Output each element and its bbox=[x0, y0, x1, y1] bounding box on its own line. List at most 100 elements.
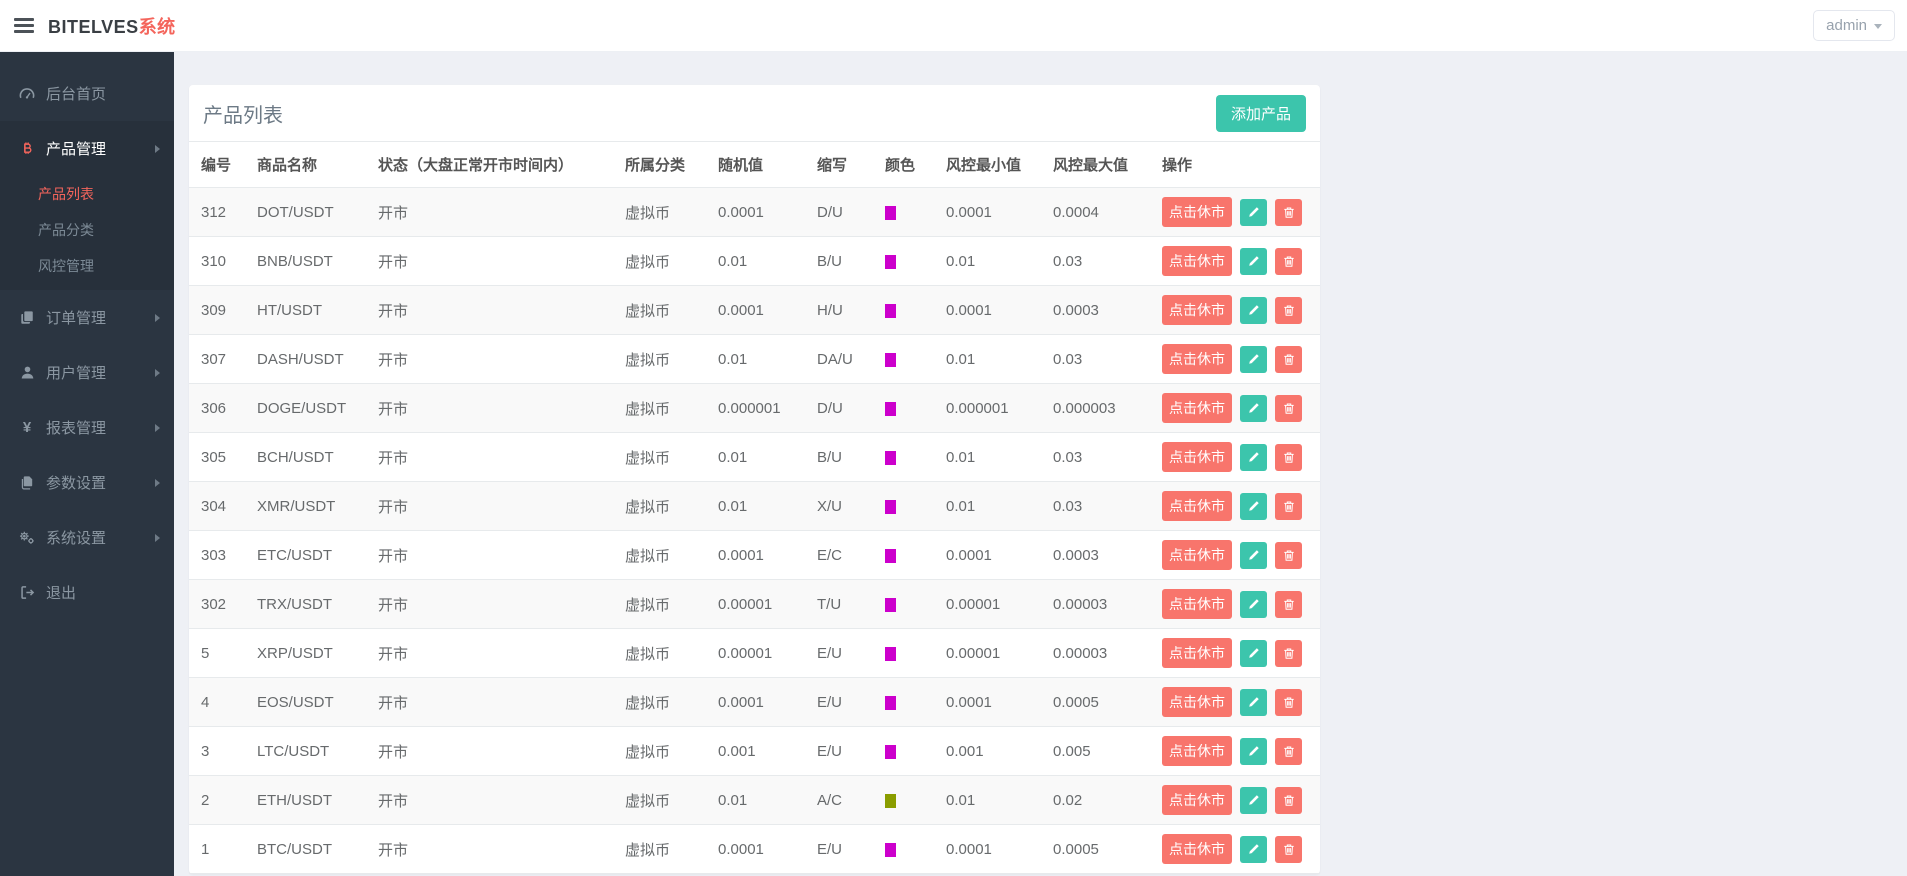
cell-risk-max: 0.0004 bbox=[1041, 187, 1150, 237]
table-row: 5 XRP/USDT 开市 虚拟币 0.00001 E/U 0.00001 0.… bbox=[189, 628, 1320, 678]
close-market-button[interactable]: 点击休市 bbox=[1162, 736, 1232, 766]
table-row: 306 DOGE/USDT 开市 虚拟币 0.000001 D/U 0.0000… bbox=[189, 383, 1320, 433]
edit-button[interactable] bbox=[1240, 786, 1268, 814]
delete-button[interactable] bbox=[1275, 247, 1303, 275]
delete-button[interactable] bbox=[1275, 443, 1303, 471]
cell-id: 4 bbox=[189, 677, 245, 727]
edit-button[interactable] bbox=[1240, 492, 1268, 520]
cell-name: EOS/USDT bbox=[245, 677, 366, 727]
close-market-button[interactable]: 点击休市 bbox=[1162, 344, 1232, 374]
sidebar-item-order-management[interactable]: 订单管理 bbox=[0, 290, 174, 345]
trash-icon bbox=[1284, 403, 1294, 414]
sidebar-item-label: 报表管理 bbox=[46, 420, 107, 437]
cell-color bbox=[873, 187, 934, 237]
delete-button[interactable] bbox=[1275, 198, 1303, 226]
sidebar-item-product-list[interactable]: 产品列表 bbox=[38, 186, 94, 202]
dashboard-icon bbox=[16, 86, 38, 102]
close-market-button[interactable]: 点击休市 bbox=[1162, 540, 1232, 570]
close-market-button[interactable]: 点击休市 bbox=[1162, 491, 1232, 521]
cell-random: 0.01 bbox=[706, 481, 805, 531]
cell-risk-min: 0.01 bbox=[934, 334, 1041, 384]
close-market-button[interactable]: 点击休市 bbox=[1162, 393, 1232, 423]
cell-risk-max: 0.0005 bbox=[1041, 677, 1150, 727]
sidebar-item-home[interactable]: 后台首页 bbox=[0, 66, 174, 121]
cell-risk-min: 0.0001 bbox=[934, 677, 1041, 727]
cell-random: 0.000001 bbox=[706, 383, 805, 433]
trash-icon bbox=[1284, 501, 1294, 512]
close-market-button[interactable]: 点击休市 bbox=[1162, 785, 1232, 815]
edit-button[interactable] bbox=[1240, 737, 1268, 765]
sidebar-item-risk-management[interactable]: 风控管理 bbox=[38, 258, 94, 274]
delete-button[interactable] bbox=[1275, 394, 1303, 422]
delete-button[interactable] bbox=[1275, 541, 1303, 569]
cell-color bbox=[873, 481, 934, 531]
sidebar-item-label: 产品管理 bbox=[46, 141, 107, 158]
cell-name: BTC/USDT bbox=[245, 824, 366, 874]
delete-button[interactable] bbox=[1275, 590, 1303, 618]
edit-button[interactable] bbox=[1240, 443, 1268, 471]
cell-color bbox=[873, 579, 934, 629]
cell-name: LTC/USDT bbox=[245, 726, 366, 776]
edit-button[interactable] bbox=[1240, 590, 1268, 618]
cell-risk-min: 0.01 bbox=[934, 775, 1041, 825]
color-swatch bbox=[885, 793, 896, 808]
delete-button[interactable] bbox=[1275, 737, 1303, 765]
edit-button[interactable] bbox=[1240, 394, 1268, 422]
sidebar-item-product-management[interactable]: 产品管理 bbox=[0, 121, 174, 176]
edit-button[interactable] bbox=[1240, 835, 1268, 863]
edit-button[interactable] bbox=[1240, 541, 1268, 569]
close-market-button[interactable]: 点击休市 bbox=[1162, 442, 1232, 472]
cell-random: 0.0001 bbox=[706, 187, 805, 237]
delete-button[interactable] bbox=[1275, 786, 1303, 814]
trash-icon bbox=[1284, 648, 1294, 659]
delete-button[interactable] bbox=[1275, 835, 1303, 863]
bitcoin-icon bbox=[16, 141, 38, 157]
cell-category: 虚拟币 bbox=[613, 726, 706, 776]
hamburger-menu-icon[interactable] bbox=[14, 18, 34, 33]
sidebar-item-report-management[interactable]: ¥ 报表管理 bbox=[0, 400, 174, 455]
add-product-button[interactable]: 添加产品 bbox=[1215, 94, 1306, 132]
sidebar-item-product-category[interactable]: 产品分类 bbox=[38, 222, 94, 238]
cell-actions: 点击休市 bbox=[1150, 187, 1320, 237]
cell-category: 虚拟币 bbox=[613, 579, 706, 629]
user-menu-button[interactable]: admin bbox=[1813, 10, 1895, 41]
close-market-button[interactable]: 点击休市 bbox=[1162, 589, 1232, 619]
close-market-button[interactable]: 点击休市 bbox=[1162, 687, 1232, 717]
pencil-icon bbox=[1248, 697, 1259, 707]
edit-button[interactable] bbox=[1240, 247, 1268, 275]
delete-button[interactable] bbox=[1275, 345, 1303, 373]
close-market-button[interactable]: 点击休市 bbox=[1162, 197, 1232, 227]
edit-button[interactable] bbox=[1240, 198, 1268, 226]
cell-random: 0.0001 bbox=[706, 530, 805, 580]
cell-abbr: E/U bbox=[805, 824, 873, 874]
sidebar-item-parameter-settings[interactable]: 参数设置 bbox=[0, 455, 174, 510]
close-market-button[interactable]: 点击休市 bbox=[1162, 246, 1232, 276]
close-market-button[interactable]: 点击休市 bbox=[1162, 638, 1232, 668]
cell-name: ETC/USDT bbox=[245, 530, 366, 580]
cell-abbr: DA/U bbox=[805, 334, 873, 384]
cell-risk-min: 0.001 bbox=[934, 726, 1041, 776]
sidebar-item-logout[interactable]: 退出 bbox=[0, 565, 174, 620]
edit-button[interactable] bbox=[1240, 296, 1268, 324]
edit-button[interactable] bbox=[1240, 639, 1268, 667]
table-row: 307 DASH/USDT 开市 虚拟币 0.01 DA/U 0.01 0.03… bbox=[189, 334, 1320, 384]
close-market-button[interactable]: 点击休市 bbox=[1162, 295, 1232, 325]
cell-abbr: T/U bbox=[805, 579, 873, 629]
delete-button[interactable] bbox=[1275, 492, 1303, 520]
delete-button[interactable] bbox=[1275, 639, 1303, 667]
sidebar-item-user-management[interactable]: 用户管理 bbox=[0, 345, 174, 400]
delete-button[interactable] bbox=[1275, 296, 1303, 324]
pencil-icon bbox=[1248, 648, 1259, 658]
cell-name: TRX/USDT bbox=[245, 579, 366, 629]
edit-button[interactable] bbox=[1240, 688, 1268, 716]
pencil-icon bbox=[1248, 305, 1259, 315]
sidebar-item-system-settings[interactable]: 系统设置 bbox=[0, 510, 174, 565]
chevron-right-icon bbox=[155, 533, 160, 542]
close-market-button[interactable]: 点击休市 bbox=[1162, 834, 1232, 864]
cell-name: DASH/USDT bbox=[245, 334, 366, 384]
table-row: 312 DOT/USDT 开市 虚拟币 0.0001 D/U 0.0001 0.… bbox=[189, 187, 1320, 237]
cell-category: 虚拟币 bbox=[613, 383, 706, 433]
pencil-icon bbox=[1248, 550, 1259, 560]
edit-button[interactable] bbox=[1240, 345, 1268, 373]
delete-button[interactable] bbox=[1275, 688, 1303, 716]
